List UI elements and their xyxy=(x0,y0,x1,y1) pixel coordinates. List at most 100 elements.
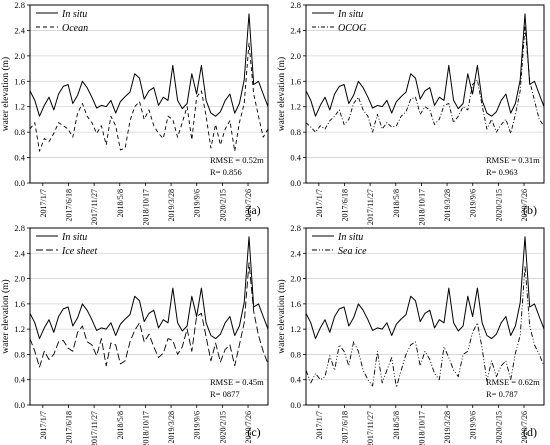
x-tick-label: 2019/3/28 xyxy=(167,189,176,221)
y-tick-label: 0.4 xyxy=(14,375,25,385)
y-axis-label: water elevation (m) xyxy=(276,279,287,353)
x-tick-label: 2017/6/18 xyxy=(64,189,73,221)
y-tick-label: 1.2 xyxy=(290,102,301,112)
x-tick-label: 2018/10/17 xyxy=(417,411,426,445)
x-tick-label: 2020/7/26 xyxy=(520,189,529,221)
legend-label: Ice sheet xyxy=(61,246,97,257)
y-axis-label: water elevation (m) xyxy=(0,57,11,131)
y-tick-label: 2.8 xyxy=(290,223,301,233)
y-tick-label: 2.0 xyxy=(290,274,301,284)
y-tick-label: 1.6 xyxy=(14,76,25,86)
x-tick-label: 2017/11/27 xyxy=(366,411,375,445)
x-tick-label: 2017/11/27 xyxy=(366,189,375,225)
stats-text: RMSE = 0.62m xyxy=(486,377,540,387)
y-tick-label: 0.8 xyxy=(14,127,25,137)
stats-text: R= 0.856 xyxy=(210,167,242,177)
y-tick-label: 0.8 xyxy=(290,127,301,137)
legend-label: In situ xyxy=(61,232,87,243)
series-line-0 xyxy=(29,13,269,117)
x-tick-label: 2020/2/15 xyxy=(494,411,503,443)
plot-frame xyxy=(305,4,545,184)
y-tick-label: 0.4 xyxy=(290,153,301,163)
series-line-0 xyxy=(305,13,545,117)
panel-label: (d) xyxy=(523,425,537,439)
y-tick-label: 0.0 xyxy=(14,400,25,410)
y-tick-label: 2.8 xyxy=(14,0,25,10)
x-tick-label: 2017/1/7 xyxy=(39,411,48,439)
series-line-1 xyxy=(305,265,545,388)
y-tick-label: 0.8 xyxy=(290,349,301,359)
x-tick-label: 2018/5/8 xyxy=(392,411,401,439)
y-tick-label: 0.8 xyxy=(14,349,25,359)
y-tick-label: 2.4 xyxy=(14,248,25,258)
x-tick-label: 2018/10/17 xyxy=(141,189,150,225)
stats-text: R= 0.963 xyxy=(486,167,518,177)
series-line-1 xyxy=(29,262,269,368)
x-tick-label: 2018/10/17 xyxy=(417,189,426,225)
x-tick-label: 2017/6/18 xyxy=(340,189,349,221)
x-tick-label: 2020/7/26 xyxy=(244,411,253,443)
y-tick-label: 2.4 xyxy=(290,248,301,258)
y-tick-label: 2.8 xyxy=(14,223,25,233)
x-tick-label: 2017/6/18 xyxy=(340,411,349,443)
panel-c: 0.0 0.4 0.8 1.2 1.6 2.0 2.4 2.8 2017/1/7 2017/6/1… xyxy=(0,223,269,445)
x-tick-label: 2020/2/15 xyxy=(494,189,503,221)
panel-a: 0.0 0.4 0.8 1.2 1.6 2.0 2.4 2.8 2017/1/7 2017/6/1… xyxy=(0,0,269,225)
legend-label: Ocean xyxy=(62,23,88,34)
y-tick-label: 1.2 xyxy=(290,324,301,334)
x-tick-label: 2020/7/26 xyxy=(244,189,253,221)
x-tick-label: 2017/1/7 xyxy=(315,189,324,217)
series-line-0 xyxy=(29,236,269,340)
plot-frame xyxy=(29,4,269,184)
stats-text: RMSE = 0.45m xyxy=(210,377,264,387)
y-tick-label: 1.2 xyxy=(14,324,25,334)
y-tick-label: 2.8 xyxy=(290,0,301,10)
plot-frame xyxy=(305,227,545,406)
y-tick-label: 0.0 xyxy=(14,178,25,188)
y-axis-label: water elevation (m) xyxy=(276,57,287,131)
y-tick-label: 0.4 xyxy=(290,375,301,385)
x-tick-label: 2019/3/28 xyxy=(167,411,176,443)
y-tick-label: 2.0 xyxy=(290,51,301,61)
y-tick-label: 0.0 xyxy=(290,178,301,188)
legend-label: Sea ice xyxy=(338,246,367,257)
series-line-1 xyxy=(305,26,545,134)
stats-text: RMSE = 0.31m xyxy=(486,155,540,165)
series-line-0 xyxy=(305,236,545,340)
stats-text: RMSE = 0.52m xyxy=(210,155,264,165)
y-tick-label: 0.4 xyxy=(14,153,25,163)
x-tick-label: 2018/5/8 xyxy=(392,189,401,217)
legend-label: In situ xyxy=(337,9,363,20)
y-tick-label: 0.0 xyxy=(290,400,301,410)
legend-label: In situ xyxy=(61,9,87,20)
x-tick-label: 2017/11/27 xyxy=(90,411,99,445)
stats-text: R= 0877 xyxy=(210,389,240,399)
series-line-1 xyxy=(29,42,269,152)
panel-label: (a) xyxy=(247,203,260,217)
x-tick-label: 2019/3/28 xyxy=(443,411,452,443)
legend-label: OCOG xyxy=(338,23,366,34)
y-axis-label: water elevation (m) xyxy=(0,279,11,353)
x-tick-label: 2017/1/7 xyxy=(315,411,324,439)
plot-frame xyxy=(29,227,269,406)
y-tick-label: 1.6 xyxy=(290,76,301,86)
x-tick-label: 2017/11/27 xyxy=(90,189,99,225)
y-tick-label: 2.4 xyxy=(14,25,25,35)
x-tick-label: 2019/3/28 xyxy=(443,189,452,221)
x-tick-label: 2017/6/18 xyxy=(64,411,73,443)
y-tick-label: 1.6 xyxy=(14,299,25,309)
x-tick-label: 2019/9/6 xyxy=(193,189,202,217)
y-tick-label: 1.2 xyxy=(14,102,25,112)
y-tick-label: 1.6 xyxy=(290,299,301,309)
x-tick-label: 2019/9/6 xyxy=(469,189,478,217)
stats-text: R= 0.787 xyxy=(486,389,518,399)
x-tick-label: 2019/9/6 xyxy=(469,411,478,439)
x-tick-label: 2018/10/17 xyxy=(141,411,150,445)
y-tick-label: 2.0 xyxy=(14,274,25,284)
panel-label: (c) xyxy=(247,425,260,439)
x-tick-label: 2020/2/15 xyxy=(218,411,227,443)
x-tick-label: 2020/7/26 xyxy=(520,411,529,443)
x-tick-label: 2018/5/8 xyxy=(116,189,125,217)
x-tick-label: 2018/5/8 xyxy=(116,411,125,439)
